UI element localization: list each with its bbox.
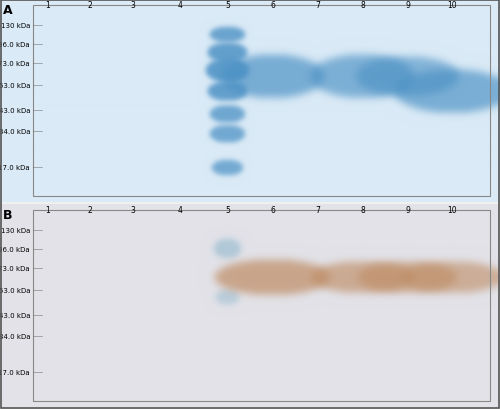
Text: 53.0 kDa: 53.0 kDa xyxy=(0,83,30,89)
Text: 2: 2 xyxy=(88,1,92,10)
Text: A: A xyxy=(2,4,12,17)
Text: 10: 10 xyxy=(448,205,458,214)
Text: 43.0 kDa: 43.0 kDa xyxy=(0,312,30,318)
Text: 10: 10 xyxy=(448,1,458,10)
Text: 3: 3 xyxy=(130,205,135,214)
Text: 34.0 kDa: 34.0 kDa xyxy=(0,333,30,339)
Text: 8: 8 xyxy=(360,1,365,10)
Text: B: B xyxy=(2,209,12,222)
Text: 73.0 kDa: 73.0 kDa xyxy=(0,61,30,67)
Text: 8: 8 xyxy=(360,205,365,214)
Text: 5: 5 xyxy=(225,205,230,214)
Text: 6: 6 xyxy=(270,1,275,10)
Text: 9: 9 xyxy=(405,205,410,214)
Text: 6: 6 xyxy=(270,205,275,214)
Text: 34.0 kDa: 34.0 kDa xyxy=(0,129,30,135)
Text: 17.0 kDa: 17.0 kDa xyxy=(0,369,30,375)
Text: 53.0 kDa: 53.0 kDa xyxy=(0,288,30,294)
Text: 17.0 kDa: 17.0 kDa xyxy=(0,165,30,171)
Text: 130 kDa: 130 kDa xyxy=(0,227,30,234)
Text: 4: 4 xyxy=(178,1,182,10)
Text: 73.0 kDa: 73.0 kDa xyxy=(0,265,30,272)
Text: 2: 2 xyxy=(88,205,92,214)
Text: 96.0 kDa: 96.0 kDa xyxy=(0,247,30,253)
Text: 9: 9 xyxy=(405,1,410,10)
Text: 96.0 kDa: 96.0 kDa xyxy=(0,42,30,48)
Text: 5: 5 xyxy=(225,1,230,10)
Text: 1: 1 xyxy=(45,205,50,214)
Text: 1: 1 xyxy=(45,1,50,10)
Text: 130 kDa: 130 kDa xyxy=(0,23,30,29)
Text: 43.0 kDa: 43.0 kDa xyxy=(0,108,30,114)
Text: 4: 4 xyxy=(178,205,182,214)
Text: 7: 7 xyxy=(315,205,320,214)
Text: 7: 7 xyxy=(315,1,320,10)
Text: 3: 3 xyxy=(130,1,135,10)
